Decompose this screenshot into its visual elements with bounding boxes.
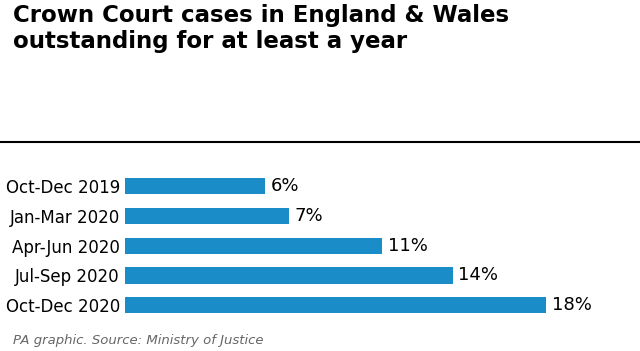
Bar <box>125 208 289 224</box>
Bar <box>125 267 452 284</box>
Text: 11%: 11% <box>388 237 428 255</box>
Text: 6%: 6% <box>271 177 300 195</box>
Bar <box>125 238 382 254</box>
Text: Crown Court cases in England & Wales
outstanding for at least a year: Crown Court cases in England & Wales out… <box>13 4 509 53</box>
Text: 14%: 14% <box>458 266 499 284</box>
Bar <box>125 178 266 194</box>
Text: 18%: 18% <box>552 296 592 314</box>
Text: 7%: 7% <box>294 207 323 225</box>
Text: PA graphic. Source: Ministry of Justice: PA graphic. Source: Ministry of Justice <box>13 335 263 347</box>
Bar <box>125 297 547 313</box>
